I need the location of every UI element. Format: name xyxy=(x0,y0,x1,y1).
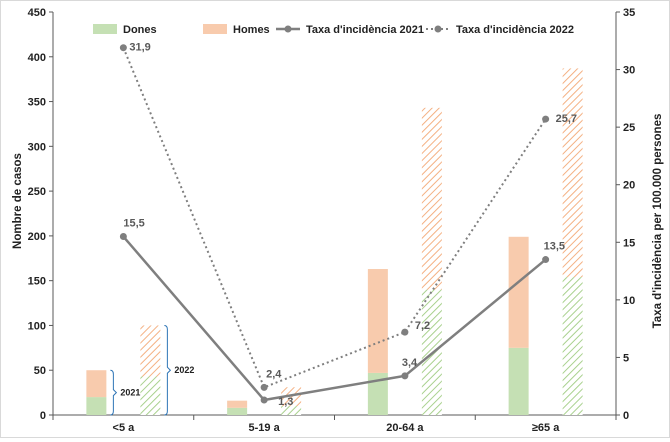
year-label-2021: 2021 xyxy=(120,388,140,398)
y2-tick-label: 10 xyxy=(623,295,635,307)
data-label-2022: 25,7 xyxy=(556,113,577,125)
bar-dones-2021 xyxy=(367,372,388,415)
y-tick-label: 50 xyxy=(34,365,46,377)
y-tick-label: 150 xyxy=(28,276,46,288)
line-point-2021 xyxy=(119,233,127,241)
y2-tick-label: 5 xyxy=(623,352,629,364)
year-brace-2022 xyxy=(164,324,172,416)
legend-label: Taxa d'incidència 2022 xyxy=(456,24,574,36)
y-tick-label: 450 xyxy=(28,7,46,19)
bar-homes-2022 xyxy=(421,107,442,290)
line-point-2022 xyxy=(542,115,550,123)
bars-layer xyxy=(86,68,583,415)
legend-swatch-dones xyxy=(93,24,117,34)
data-label-2021: 15,5 xyxy=(123,218,144,230)
y-axis-title: Nombre de casos xyxy=(12,153,24,249)
legend-label: Homes xyxy=(233,24,270,36)
data-label-2022: 2,4 xyxy=(266,368,282,380)
line-point-2021 xyxy=(401,372,409,380)
year-label-2022: 2022 xyxy=(174,365,194,375)
y2-tick-label: 20 xyxy=(623,180,635,192)
line-point-2021 xyxy=(260,396,268,404)
data-label-2021: 1,3 xyxy=(278,396,293,408)
legend-swatch-homes xyxy=(203,24,227,34)
data-label-2021: 13,5 xyxy=(544,241,565,253)
bar-homes-2021 xyxy=(227,400,248,408)
data-label-2022: 31,9 xyxy=(129,42,150,54)
legend-label: Taxa d'incidència 2021 xyxy=(306,24,424,36)
line-point-2021 xyxy=(542,256,550,264)
bar-homes-2022 xyxy=(140,325,161,377)
y2-tick-label: 15 xyxy=(623,237,635,249)
y-tick-label: 350 xyxy=(28,97,46,109)
y2-tick-label: 25 xyxy=(623,122,635,134)
bar-homes-2021 xyxy=(86,370,107,398)
year-brace-2021 xyxy=(110,369,118,416)
y2-tick-label: 30 xyxy=(623,65,635,77)
line-point-2022 xyxy=(401,328,409,336)
data-label-2022: 7,2 xyxy=(415,320,430,332)
legend-marker xyxy=(284,25,292,33)
y2-tick-label: 0 xyxy=(623,410,629,422)
bar-dones-2022 xyxy=(140,376,161,415)
year-brace-layer: 2021 2022 xyxy=(110,324,194,416)
y2-axis-title: Taxa d'incidència per 100.000 persones xyxy=(652,114,664,329)
axes-layer: 0 50 100 150 200 250 300 350 400 450 0 5 10 15 20 25 30 3… xyxy=(28,7,636,434)
y-tick-label: 200 xyxy=(28,231,46,243)
x-tick-label: ≥65 a xyxy=(532,422,560,434)
line-point-2022 xyxy=(260,383,268,391)
bar-homes-2021 xyxy=(508,236,529,348)
line-2022 xyxy=(122,47,547,389)
line-point-2022 xyxy=(119,44,127,52)
y-tick-label: 400 xyxy=(28,52,46,64)
bar-homes-2022 xyxy=(562,68,583,278)
line-2021 xyxy=(122,235,547,402)
bar-dones-2021 xyxy=(508,347,529,415)
x-tick-label: <5 a xyxy=(113,422,136,434)
y2-tick-label: 35 xyxy=(623,7,635,19)
legend-marker xyxy=(434,25,442,33)
bar-dones-2022 xyxy=(281,406,302,415)
x-tick-label: 20-64 a xyxy=(386,422,424,434)
bar-homes-2021 xyxy=(367,269,388,373)
y-tick-label: 100 xyxy=(28,320,46,332)
bar-dones-2021 xyxy=(227,407,248,415)
bar-dones-2021 xyxy=(86,397,107,415)
y-tick-label: 300 xyxy=(28,141,46,153)
legend: Dones Homes Taxa d'incidència 2021 Taxa d'i… xyxy=(93,24,574,36)
data-label-2021: 3,4 xyxy=(402,357,418,369)
y-tick-label: 250 xyxy=(28,186,46,198)
lines-layer: 15,5 1,3 3,4 13,5 31,9 2,4 7,2 25,7 xyxy=(119,42,577,408)
bar-dones-2022 xyxy=(562,277,583,415)
legend-label: Dones xyxy=(123,24,157,36)
y-tick-label: 0 xyxy=(40,410,46,422)
x-tick-label: 5-19 a xyxy=(249,422,281,434)
